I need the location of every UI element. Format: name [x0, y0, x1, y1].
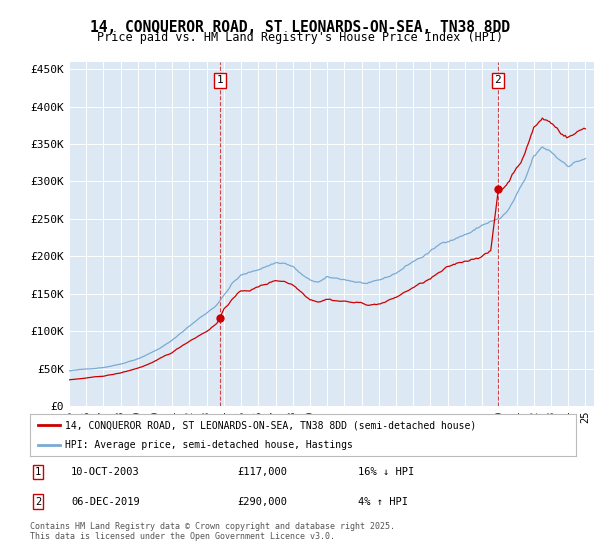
Text: 4% ↑ HPI: 4% ↑ HPI [358, 497, 407, 507]
Text: 1: 1 [217, 75, 223, 85]
Text: HPI: Average price, semi-detached house, Hastings: HPI: Average price, semi-detached house,… [65, 441, 353, 450]
Text: 10-OCT-2003: 10-OCT-2003 [71, 467, 140, 477]
Text: 06-DEC-2019: 06-DEC-2019 [71, 497, 140, 507]
Text: £290,000: £290,000 [238, 497, 287, 507]
Text: 1: 1 [35, 467, 41, 477]
Text: Contains HM Land Registry data © Crown copyright and database right 2025.
This d: Contains HM Land Registry data © Crown c… [30, 522, 395, 542]
Text: £117,000: £117,000 [238, 467, 287, 477]
Text: 16% ↓ HPI: 16% ↓ HPI [358, 467, 414, 477]
Text: 14, CONQUEROR ROAD, ST LEONARDS-ON-SEA, TN38 8DD (semi-detached house): 14, CONQUEROR ROAD, ST LEONARDS-ON-SEA, … [65, 421, 477, 430]
Text: 2: 2 [494, 75, 502, 85]
Text: 2: 2 [35, 497, 41, 507]
Text: 14, CONQUEROR ROAD, ST LEONARDS-ON-SEA, TN38 8DD: 14, CONQUEROR ROAD, ST LEONARDS-ON-SEA, … [90, 20, 510, 35]
Text: Price paid vs. HM Land Registry's House Price Index (HPI): Price paid vs. HM Land Registry's House … [97, 31, 503, 44]
